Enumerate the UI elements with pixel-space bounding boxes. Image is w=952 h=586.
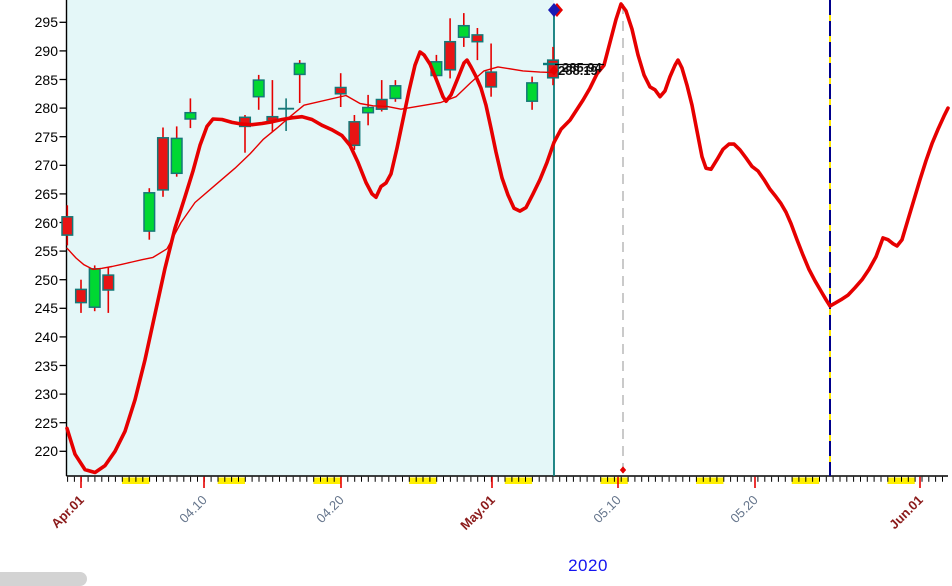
candle-body-up [143,192,156,232]
candle-body-up [389,85,402,100]
y-axis-label: 275 [34,128,58,145]
y-axis-label: 285 [34,71,58,88]
candle-body-down [485,71,498,88]
candle-body-down [444,40,457,71]
y-axis-label: 265 [34,185,58,202]
cursor-top-diamond [548,3,560,17]
y-axis-label: 230 [34,386,58,403]
candle-body-down [61,216,74,236]
y-axis-label: 245 [34,300,58,317]
candle-body-down [334,86,347,95]
moving-average-thin [66,66,555,271]
candle-body-up [293,62,306,76]
candle-body-up [184,111,197,120]
candle-body-down [348,121,361,147]
price-diamond [549,65,559,76]
year-label: 2020 [568,556,608,575]
y-axis-label: 290 [34,42,58,59]
price-label-secondary: 285.94 [562,60,602,75]
y-axis-label: 250 [34,271,58,288]
y-axis-label: 220 [34,443,58,460]
price-tag: 285.94 288.19 [556,58,616,80]
y-axis-label: 255 [34,243,58,260]
y-axis-label: 225 [34,414,58,431]
candle-body-down [102,274,115,291]
candle-body-down [74,288,88,304]
price-label-primary: 288.19 [558,63,598,78]
candle-body-up [88,268,101,308]
candle-body-down [471,34,484,43]
window-corner-fragment [0,572,87,586]
y-axis-label: 260 [34,214,58,231]
candle-body-down [375,98,388,110]
y-axis-label: 270 [34,157,58,174]
shaded-session-region [66,0,554,476]
candle-body-down [156,137,170,191]
indicator-thick [65,2,950,475]
event-dot [619,466,627,474]
y-axis-label: 235 [34,357,58,374]
y-axis-label: 240 [34,328,58,345]
y-axis-label: 280 [34,100,58,117]
y-axis-label: 295 [34,14,58,31]
candle-body-up [252,79,265,98]
candle-body-up [170,137,183,175]
candle-body-up [526,82,539,102]
candle-body-up [362,106,375,114]
candle-body-up [457,24,470,38]
candle-body-down [238,116,252,128]
